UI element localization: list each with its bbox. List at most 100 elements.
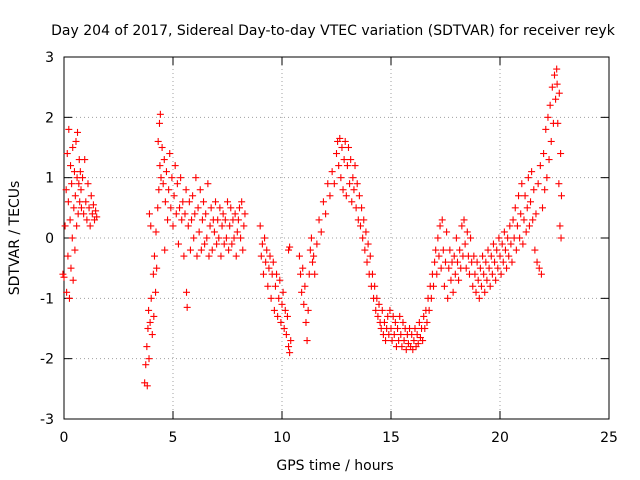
data-point [147,294,155,302]
data-point [87,192,95,200]
data-point [275,294,283,302]
data-point [74,128,82,136]
data-point [375,300,383,308]
data-point [295,252,303,260]
data-point [518,180,526,188]
data-point [67,264,75,272]
x-tick-label: 15 [382,430,400,446]
data-point [436,222,444,230]
data-point [451,270,459,278]
x-tick-label: 25 [600,430,618,446]
data-point [173,180,181,188]
data-point [156,162,164,170]
data-point [265,264,273,272]
data-point [402,346,410,354]
data-point [497,270,505,278]
data-point [269,258,277,266]
data-point [442,258,449,266]
data-point [82,198,90,206]
data-point [445,264,453,272]
data-point [491,258,499,266]
data-point [285,343,293,351]
data-point [557,234,565,242]
data-point [222,234,230,242]
data-point [438,216,446,224]
data-point [351,162,359,170]
data-point [548,83,556,91]
data-point [500,228,508,236]
data-point [541,186,549,194]
data-point [207,204,215,212]
data-point [346,180,354,188]
data-point [212,198,220,206]
data-point [499,258,507,266]
data-point [267,294,275,302]
data-point [306,246,314,254]
data-point [299,264,307,272]
data-point [431,258,439,266]
data-point [371,282,379,290]
data-point [533,258,541,266]
data-point [190,234,198,242]
data-point [193,252,201,260]
data-point [390,331,398,339]
data-point [421,325,429,332]
data-point [152,288,160,296]
data-point [380,318,388,326]
data-point [389,312,397,320]
data-point [516,234,524,242]
data-point [70,168,78,176]
data-point [521,192,529,200]
data-point [165,186,173,194]
data-point [492,276,500,284]
data-point [210,228,218,236]
data-point [373,294,381,302]
data-point [529,216,537,224]
data-point [68,180,76,188]
data-point [434,234,442,242]
data-point [66,216,74,224]
data-point [182,186,190,194]
data-point [495,234,503,242]
data-point [159,180,167,188]
data-point [263,246,271,254]
data-point [205,252,213,260]
data-point [148,331,156,339]
data-point [145,306,153,314]
data-point [169,222,177,230]
data-point [144,325,152,332]
data-point [69,144,77,151]
data-point [186,246,194,254]
data-point [192,174,200,182]
data-point [338,144,346,151]
data-point [85,204,93,212]
data-point [368,270,376,278]
data-point [420,312,428,320]
data-point [201,240,209,248]
data-point [231,210,239,218]
data-point [178,216,186,224]
data-point [270,306,278,314]
data-point [350,186,358,194]
data-point [496,252,504,260]
data-point [213,240,221,248]
data-point [181,210,189,218]
data-point [364,240,372,248]
data-point [328,168,336,176]
data-point [88,210,96,218]
data-point [68,234,76,242]
data-point [287,337,295,345]
data-point [197,246,205,254]
data-point [397,331,405,339]
data-point [472,288,480,296]
data-point [546,101,554,109]
data-point [487,252,495,260]
data-point [452,234,460,242]
data-point [542,125,550,133]
data-point [462,264,470,272]
data-point [382,337,390,345]
data-point [298,288,306,296]
data-point [557,150,565,158]
data-point [531,246,539,254]
data-point [154,204,162,212]
